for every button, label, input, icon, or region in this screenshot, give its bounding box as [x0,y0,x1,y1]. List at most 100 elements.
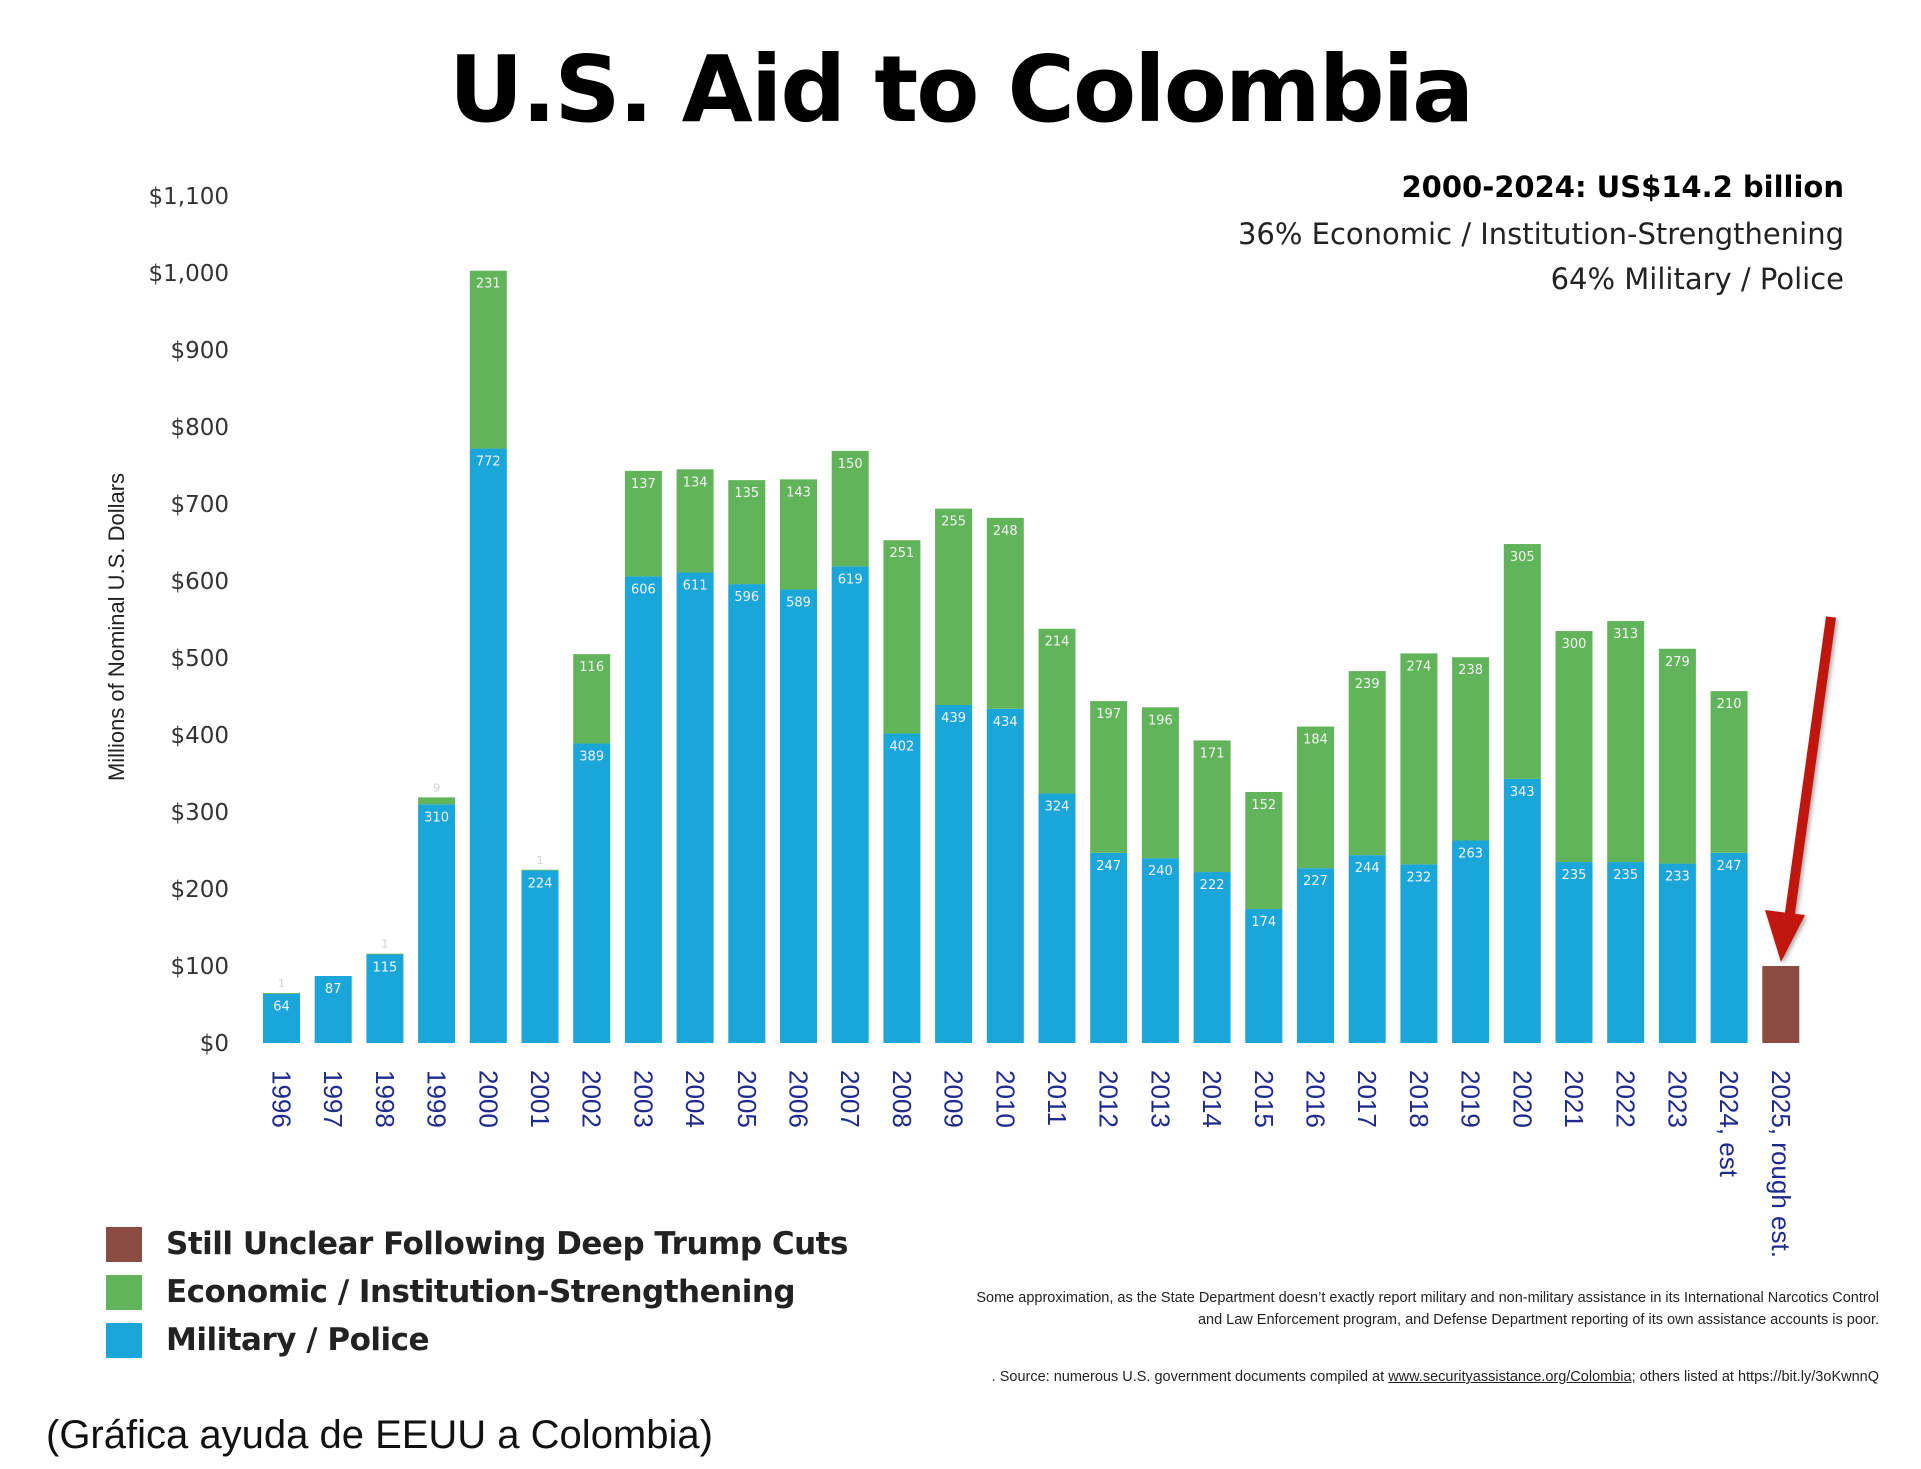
bar-military [1038,793,1076,1043]
bar-economic [521,869,559,871]
bar-group: 343 305 [1503,544,1541,1043]
bar-label-economic: 135 [734,486,759,501]
bar-economic [469,270,507,449]
bar-group: 115 1 [366,938,404,1043]
x-tick-label: 2015 [1249,1070,1279,1128]
bar-economic [780,479,817,590]
bar-label-military: 402 [889,739,914,754]
legend-item-unclear: Still Unclear Following Deep Trump Cuts [106,1220,848,1268]
bar-unclear [1762,966,1800,1043]
bar-group: 247 197 [1090,701,1128,1043]
bar-label-economic: 279 [1665,655,1690,670]
x-tick-label: 2009 [939,1070,969,1128]
x-tick-label: 1999 [422,1070,452,1128]
legend-item-economic: Economic / Institution-Strengthening [106,1268,848,1316]
bar-label-military: 240 [1148,864,1173,879]
x-tick-label: 2025, rough est. [1766,1070,1796,1258]
bar-label-military: 235 [1562,868,1587,883]
caption: (Gráfica ayuda de EEUU a Colombia) [46,1413,713,1457]
bar-economic [676,469,714,573]
source-suffix: ; others listed at https://bit.ly/3oKwnn… [1631,1369,1879,1385]
bar-label-economic: 9 [433,781,440,794]
x-axis: 1996 1997 1998 1999 2000 2001 2002 2003 2004 2005… [267,1070,1796,1258]
legend-label-economic: Economic / Institution-Strengthening [166,1274,796,1310]
bar-economic [573,654,611,744]
bar-label-economic: 116 [579,660,604,675]
x-tick-label: 1997 [318,1070,348,1128]
bar-economic [1348,671,1386,856]
x-tick-label: 1996 [267,1070,297,1128]
bar-label-military: 619 [838,572,863,587]
x-tick-label: 2022 [1611,1070,1641,1128]
bar-military [1503,778,1541,1043]
source-link[interactable]: www.securityassistance.org/Colombia [1388,1369,1632,1385]
x-tick-label: 2021 [1559,1070,1589,1128]
bar-military [1090,852,1128,1043]
bar-group: 434 248 [986,517,1024,1043]
y-axis-title: Millions of Nominal U.S. Dollars [104,473,129,781]
legend-swatch-military [106,1322,142,1358]
chart-title: U.S. Aid to Colombia [448,36,1475,143]
bar-economic [831,450,869,567]
bar-label-military: 434 [993,715,1018,730]
x-tick-label: 2012 [1094,1070,1124,1128]
bar-label-economic: 214 [1045,635,1070,650]
y-tick-label: $900 [170,338,229,364]
bar-label-economic: 248 [993,524,1018,539]
bar-economic [1297,726,1334,869]
bar-label-military: 343 [1510,785,1535,800]
bar-economic [418,797,456,805]
x-tick-label: 1998 [370,1070,400,1128]
bar-economic [935,508,973,705]
bar-label-military: 389 [579,749,604,764]
bar-economic [624,470,662,577]
bar-label-military: 222 [1200,878,1225,893]
bar-military [1245,909,1283,1043]
bar-group: 389 116 [573,654,611,1043]
footnote-approximation-line1: Some approximation, as the State Departm… [976,1290,1879,1306]
bar-economic [728,480,766,585]
footnote-approximation: Some approximation, as the State Departm… [976,1287,1879,1331]
bar-military [366,954,404,1043]
bar-military [263,993,300,1043]
bar-economic [366,953,404,955]
y-tick-label: $300 [170,800,229,826]
x-tick-label: 2014 [1197,1070,1227,1128]
red-arrow-annotation [1765,616,1836,962]
bar-label-military: 247 [1096,859,1121,874]
bar-group: 439 255 [935,508,973,1043]
bar-label-economic: 210 [1717,697,1742,712]
bar-economic [986,517,1024,709]
bar-military [986,708,1024,1043]
bar-label-military: 224 [528,877,553,892]
legend-swatch-economic [106,1274,142,1310]
bar-economic [1503,544,1541,779]
arrow-head [1765,910,1805,962]
bar-group: 619 150 [831,450,869,1043]
y-tick-label: $400 [170,723,229,749]
bar-group: 324 214 [1038,628,1076,1043]
bar-label-military: 232 [1406,870,1431,885]
bar-group: 233 279 [1658,648,1696,1043]
bar-label-military: 439 [941,711,966,726]
bar-economic [263,992,300,994]
bar-label-economic: 300 [1562,637,1587,652]
bar-economic [1245,791,1283,910]
bar-label-economic: 313 [1613,627,1638,642]
bar-military [1607,862,1645,1043]
bar-label-economic: 239 [1355,677,1380,692]
bar-label-military: 772 [476,455,501,470]
bar-group: 240 196 [1141,707,1179,1043]
bar-label-military: 263 [1458,846,1483,861]
bar-label-military: 596 [734,590,759,605]
bar-military [1710,852,1748,1043]
bar-label-economic: 231 [476,277,501,292]
bar-military [883,733,921,1043]
bar-military [780,589,817,1043]
bar-group: 611 134 [676,469,714,1043]
bar-label-military: 247 [1717,859,1742,874]
y-axis: $0 $100 $200 $300 $400 $500 $600 $700 $800 $900 $1… [149,184,229,1057]
bar-military [624,576,662,1043]
bar-label-economic: 196 [1148,713,1173,728]
arrow-shaft [1784,616,1836,921]
